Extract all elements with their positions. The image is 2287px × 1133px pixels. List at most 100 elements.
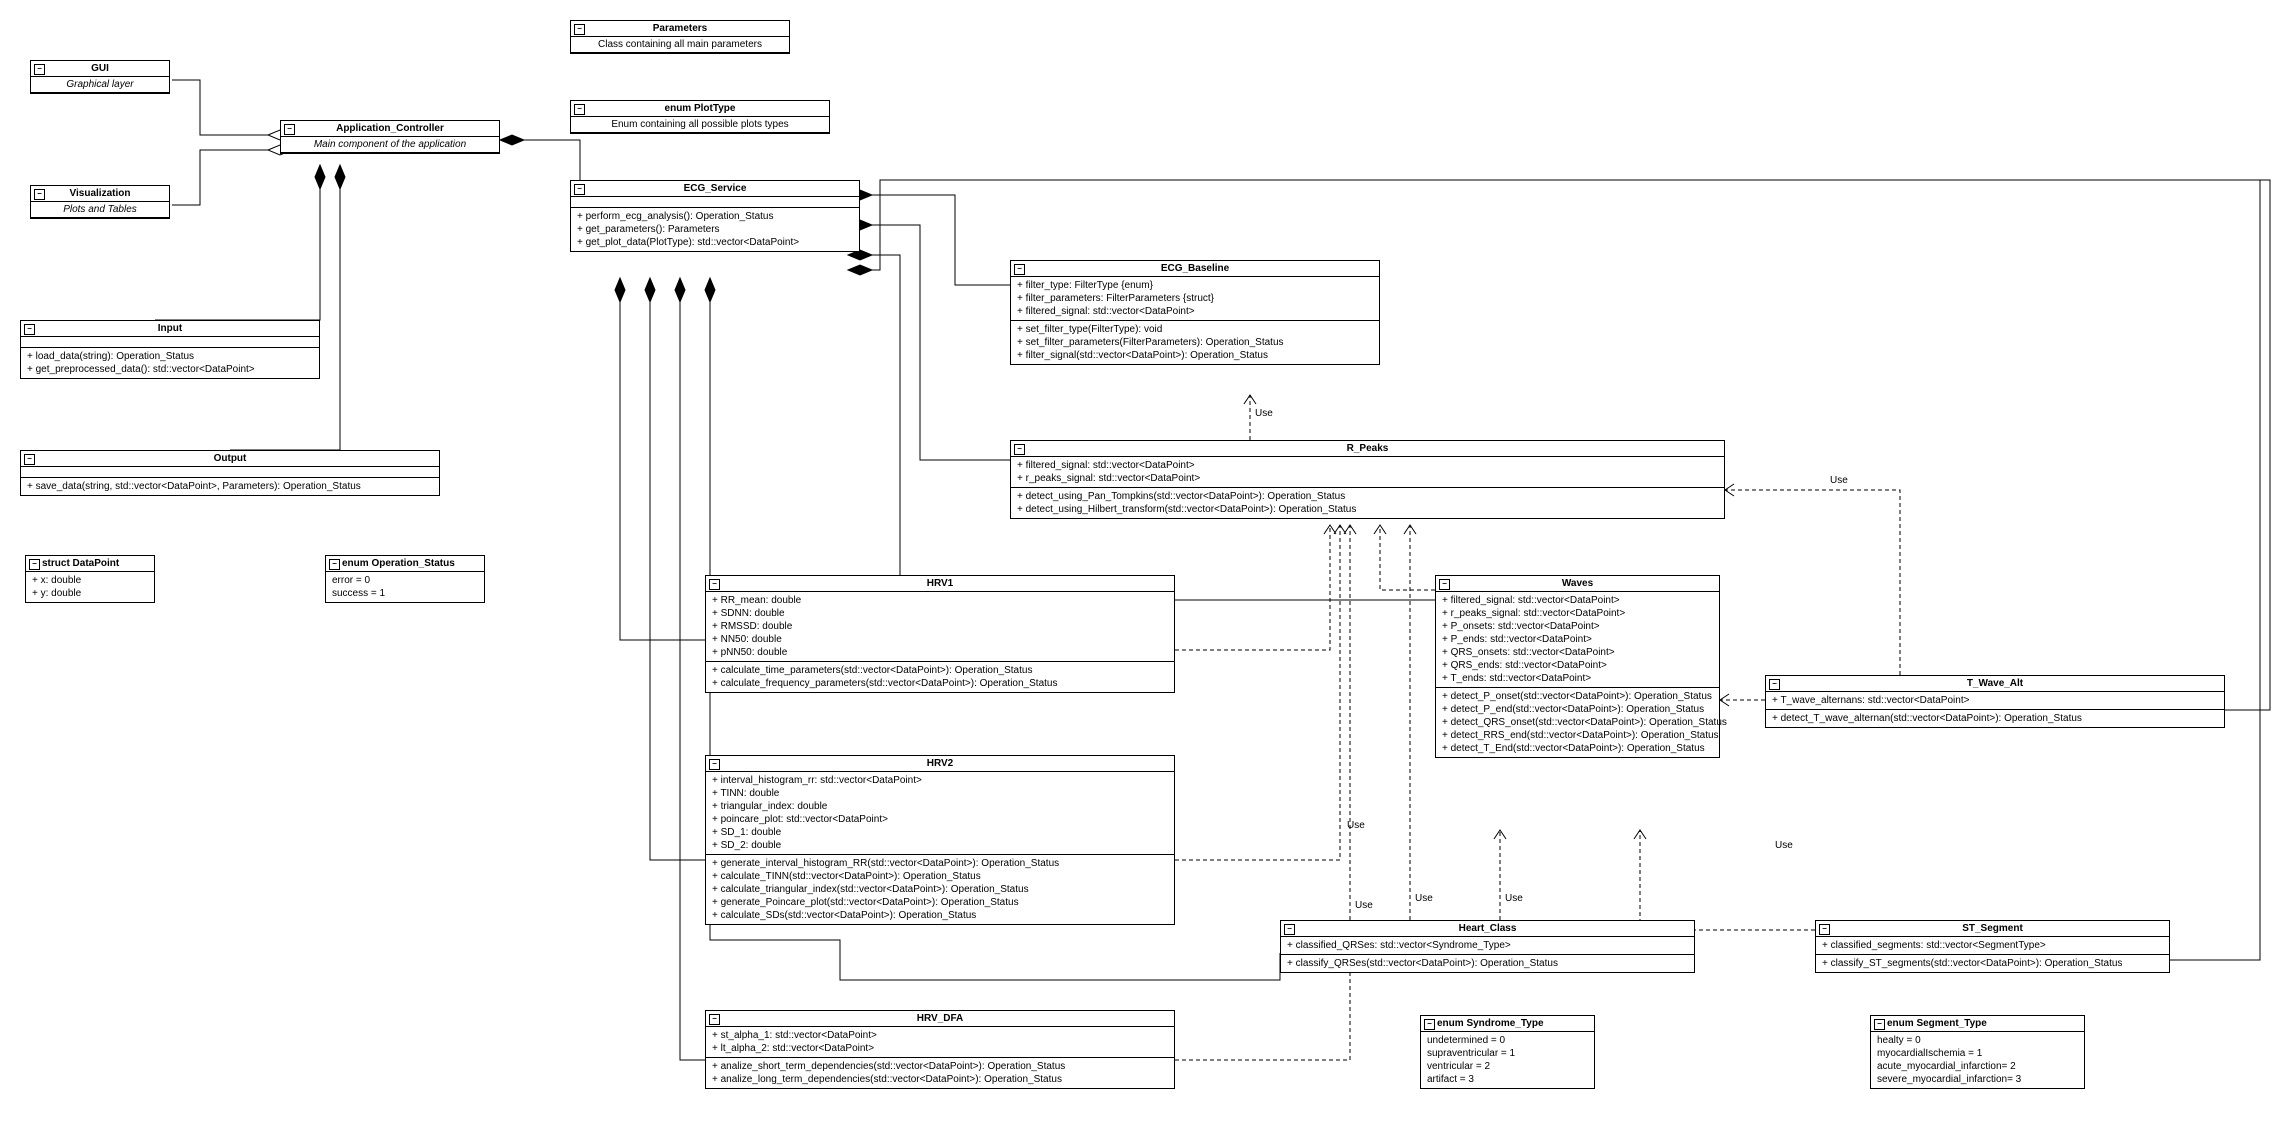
method: + calculate_SDs(std::vector<DataPoint>):… (712, 909, 1168, 922)
class-hrv2: −HRV2 + interval_histogram_rr: std::vect… (705, 755, 1175, 925)
method: + analize_long_term_dependencies(std::ve… (712, 1073, 1168, 1086)
class-title: enum Syndrome_Type (1437, 1018, 1544, 1029)
attr: + NN50: double (712, 633, 1168, 646)
attr: + filtered_signal: std::vector<DataPoint… (1017, 305, 1373, 318)
method: + calculate_frequency_parameters(std::ve… (712, 677, 1168, 690)
attr: + lt_alpha_2: std::vector<DataPoint> (712, 1042, 1168, 1055)
class-output: − Output + save_data(string, std::vector<… (20, 450, 440, 496)
class-visualization: −Visualization Plots and Tables (30, 185, 170, 219)
class-subtitle: Plots and Tables (31, 202, 169, 218)
collapse-icon[interactable]: − (34, 64, 45, 75)
class-waves: − Waves + filtered_signal: std::vector<Da… (1435, 575, 1720, 758)
class-title: enum PlotType (665, 103, 736, 114)
collapse-icon[interactable]: − (709, 1014, 720, 1025)
class-input: −Input + load_data(string): Operation_St… (20, 320, 320, 379)
collapse-icon[interactable]: − (1439, 579, 1450, 590)
collapse-icon[interactable]: − (1014, 444, 1025, 455)
method: + classify_QRSes(std::vector<DataPoint>)… (1287, 957, 1688, 970)
class-app-controller: −Application_Controller Main component o… (280, 120, 500, 154)
method: + get_preprocessed_data(): std::vector<D… (27, 363, 313, 376)
attr: + RR_mean: double (712, 594, 1168, 607)
method: + analize_short_term_dependencies(std::v… (712, 1060, 1168, 1073)
collapse-icon[interactable]: − (24, 324, 35, 335)
attr: + P_onsets: std::vector<DataPoint> (1442, 620, 1713, 633)
class-subtitle: Enum containing all possible plots types (571, 117, 829, 133)
attr: + x: double (32, 574, 148, 587)
method: + detect_using_Hilbert_transform(std::ve… (1017, 503, 1718, 516)
attr: artifact = 3 (1427, 1073, 1588, 1086)
class-title: HRV2 (927, 758, 954, 769)
method: + load_data(string): Operation_Status (27, 350, 313, 363)
attr: + r_peaks_signal: std::vector<DataPoint> (1017, 472, 1718, 485)
method: + detect_using_Pan_Tompkins(std::vector<… (1017, 490, 1718, 503)
collapse-icon[interactable]: − (1424, 1019, 1435, 1030)
class-title: Heart_Class (1459, 923, 1517, 934)
attr: error = 0 (332, 574, 478, 587)
method: + save_data(string, std::vector<DataPoin… (27, 480, 433, 493)
attr: + filtered_signal: std::vector<DataPoint… (1017, 459, 1718, 472)
use-label: Use (1775, 840, 1793, 851)
collapse-icon[interactable]: − (574, 184, 585, 195)
class-title: Parameters (653, 23, 707, 34)
collapse-icon[interactable]: − (1874, 1019, 1885, 1030)
class-gui: −GUI Graphical layer (30, 60, 170, 94)
attr: + SD_1: double (712, 826, 1168, 839)
collapse-icon[interactable]: − (29, 559, 40, 570)
attr: + filter_type: FilterType {enum} (1017, 279, 1373, 292)
attr: + filter_parameters: FilterParameters {s… (1017, 292, 1373, 305)
collapse-icon[interactable]: − (1769, 679, 1780, 690)
attr: ventricular = 2 (1427, 1060, 1588, 1073)
method: + generate_Poincare_plot(std::vector<Dat… (712, 896, 1168, 909)
class-datapoint: −struct DataPoint + x: double + y: doubl… (25, 555, 155, 603)
method: + calculate_time_parameters(std::vector<… (712, 664, 1168, 677)
collapse-icon[interactable]: − (329, 559, 340, 570)
collapse-icon[interactable]: − (284, 124, 295, 135)
class-title: ECG_Service (684, 183, 747, 194)
class-syndrome-type: −enum Syndrome_Type undetermined = 0 sup… (1420, 1015, 1595, 1089)
attr: success = 1 (332, 587, 478, 600)
collapse-icon[interactable]: − (1284, 924, 1295, 935)
collapse-icon[interactable]: − (709, 759, 720, 770)
class-ecg-baseline: −ECG_Baseline + filter_type: FilterType … (1010, 260, 1380, 365)
method: + detect_QRS_onset(std::vector<DataPoint… (1442, 716, 1713, 729)
class-t-wave-alt: − T_Wave_Alt + T_wave_alternans: std::vec… (1765, 675, 2225, 728)
use-label: Use (1347, 820, 1365, 831)
method: + get_parameters(): Parameters (577, 223, 853, 236)
class-heart-class: −Heart_Class + classified_QRSes: std::ve… (1280, 920, 1695, 973)
collapse-icon[interactable]: − (24, 454, 35, 465)
method: + detect_P_onset(std::vector<DataPoint>)… (1442, 690, 1713, 703)
class-title: T_Wave_Alt (1967, 678, 2023, 689)
class-st-segment: − ST_Segment + classified_segments: std::… (1815, 920, 2170, 973)
attr: + QRS_onsets: std::vector<DataPoint> (1442, 646, 1713, 659)
class-subtitle: Class containing all main parameters (571, 37, 789, 53)
class-title: Waves (1562, 578, 1593, 589)
attr: + filtered_signal: std::vector<DataPoint… (1442, 594, 1713, 607)
attr: + classified_segments: std::vector<Segme… (1822, 939, 2163, 952)
use-label: Use (1830, 475, 1848, 486)
attr: + poincare_plot: std::vector<DataPoint> (712, 813, 1168, 826)
attr: + st_alpha_1: std::vector<DataPoint> (712, 1029, 1168, 1042)
collapse-icon[interactable]: − (709, 579, 720, 590)
attr: + y: double (32, 587, 148, 600)
collapse-icon[interactable]: − (1014, 264, 1025, 275)
attr: healty = 0 (1877, 1034, 2078, 1047)
class-title: enum Segment_Type (1887, 1018, 1987, 1029)
class-title: Output (214, 453, 247, 464)
collapse-icon[interactable]: − (574, 24, 585, 35)
class-title: ST_Segment (1962, 923, 2023, 934)
collapse-icon[interactable]: − (574, 104, 585, 115)
attr: undetermined = 0 (1427, 1034, 1588, 1047)
collapse-icon[interactable]: − (34, 189, 45, 200)
attr: + T_wave_alternans: std::vector<DataPoin… (1772, 694, 2218, 707)
method: + detect_RRS_end(std::vector<DataPoint>)… (1442, 729, 1713, 742)
attr: supraventricular = 1 (1427, 1047, 1588, 1060)
collapse-icon[interactable]: − (1819, 924, 1830, 935)
method: + set_filter_parameters(FilterParameters… (1017, 336, 1373, 349)
class-title: GUI (91, 63, 109, 74)
method: + perform_ecg_analysis(): Operation_Stat… (577, 210, 853, 223)
attr: + pNN50: double (712, 646, 1168, 659)
class-subtitle: Main component of the application (281, 137, 499, 153)
method: + calculate_TINN(std::vector<DataPoint>)… (712, 870, 1168, 883)
attr: + P_ends: std::vector<DataPoint> (1442, 633, 1713, 646)
class-title: enum Operation_Status (342, 558, 455, 569)
